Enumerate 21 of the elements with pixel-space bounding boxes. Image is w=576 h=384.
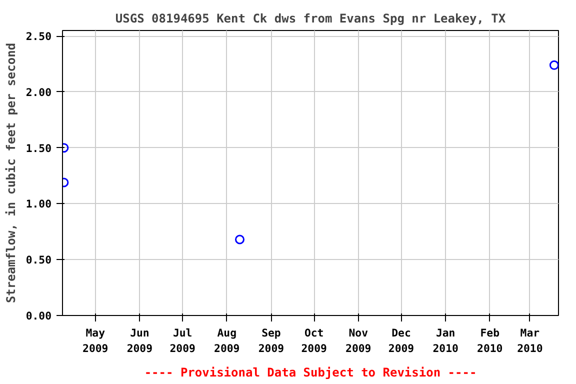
y-tick-label: 0.50 [26,254,52,267]
x-tick-label: Oct 2009 [301,326,327,356]
x-tick-label: Jun 2009 [126,326,153,356]
x-tick-label: May 2009 [82,326,108,356]
x-tick-label: Mar 2010 [517,326,543,356]
y-tick-label: 1.50 [26,142,52,155]
y-tick-label: 0.00 [26,310,52,322]
x-tick-label: Jul 2009 [170,326,196,356]
y-tick-label: 1.00 [26,198,52,211]
chart-title: USGS 08194695 Kent Ck dws from Evans Spg nr Leakey, TX [115,12,506,26]
x-tick-label: Dec 2009 [388,326,414,356]
text: ---- Provisional Data Subject to Revision ---- [144,366,477,380]
x-tick-label: Sep 2009 [258,326,284,356]
x-tick-label: Aug 2009 [214,326,240,356]
point [549,60,558,70]
y-tick-label: 2.00 [26,86,52,99]
x-tick-label: Jan 2010 [432,326,458,356]
y-axis-title: Streamflow, in cubic feet per second [4,42,18,304]
x-tick-label: Feb 2010 [477,326,503,356]
x-tick-label: Nov 2009 [346,326,372,356]
y-tick-label: 2.50 [26,30,52,44]
